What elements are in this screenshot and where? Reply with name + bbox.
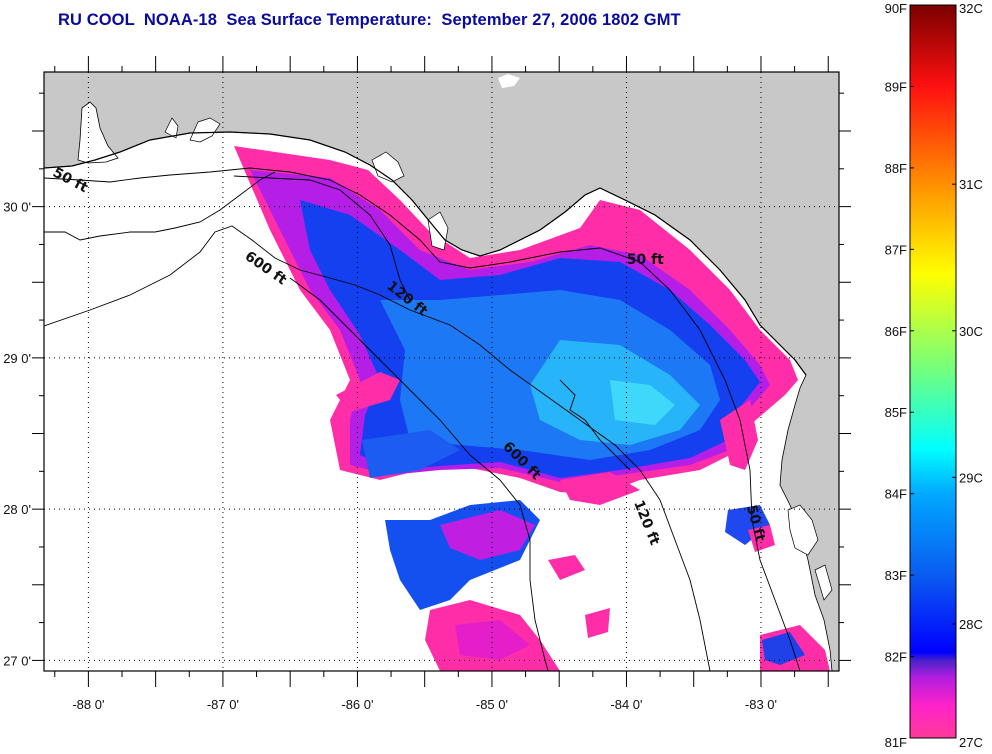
colorbar-label-c: 32C <box>959 1 983 16</box>
colorbar-label-c: 27C <box>959 735 983 750</box>
coastline <box>44 131 807 376</box>
contour-50ft <box>44 167 801 671</box>
y-tick-label: 30 0' <box>3 200 31 215</box>
plot-frame <box>43 71 840 672</box>
contour-label: 50 ft <box>627 252 664 268</box>
charlotte-harbor <box>814 564 833 601</box>
colorbar: 90F 89F 88F 87F 86F 85F 84F 83F 82F 81F 32C 31C 30C 2… <box>885 1 983 750</box>
tampa-bay <box>787 504 819 556</box>
plot-area <box>44 72 839 671</box>
sst-fragment-se-blue <box>762 632 805 665</box>
colorbar-label-f: 86F <box>885 324 907 339</box>
sst-fragment-west <box>336 372 400 412</box>
sst-fragment-south-magenta <box>455 620 530 660</box>
x-tick-label: -86 0' <box>341 697 373 712</box>
chart-title: RU COOL NOAA-18 Sea Surface Temperature:… <box>58 11 681 29</box>
sst-fragment-mid-pink-1 <box>560 472 640 505</box>
contour-600ft <box>289 277 549 671</box>
x-tick-label: -84 0' <box>610 697 642 712</box>
y-tick-label: 27 0' <box>3 653 31 668</box>
contour-50ft-west <box>44 171 276 241</box>
contour-islands <box>559 379 631 471</box>
y-tick-label: 28 0' <box>3 502 31 517</box>
y-tick-label: 29 0' <box>3 351 31 366</box>
colorbar-label-f: 87F <box>885 242 907 257</box>
x-tick-label: -88 0' <box>72 697 104 712</box>
contour-120ft <box>44 225 711 671</box>
sst-fragment-mid-pink-2 <box>548 555 585 580</box>
sst-fragment-mid-pink-3 <box>585 608 610 638</box>
colorbar-label-c: 28C <box>959 617 983 632</box>
colorbar-label-f: 82F <box>885 650 907 665</box>
depth-contours <box>44 167 801 671</box>
contour-120ft-shelf <box>233 175 411 301</box>
sst-region-cyan-spot <box>610 380 675 425</box>
colorbar-label-f: 84F <box>885 487 907 502</box>
x-tick-label: -87 0' <box>207 697 239 712</box>
axes: -88 0' -87 0' -86 0' -85 0' -84 0' -83 0' 30 0… <box>3 56 851 712</box>
x-tick-label: -83 0' <box>745 697 777 712</box>
sst-fragment-east-pink <box>720 400 758 470</box>
sst-fragment-west-blue <box>362 430 460 478</box>
pensacola-bay <box>189 117 221 143</box>
colorbar-label-f: 88F <box>885 161 907 176</box>
colorbar-label-f: 85F <box>885 405 907 420</box>
colorbar-label-f: 83F <box>885 568 907 583</box>
colorbar-label-c: 31C <box>959 177 983 192</box>
colorbar-label-f: 90F <box>885 1 907 16</box>
lake-okeechobee-region <box>498 74 520 88</box>
colorbar-label-f: 81F <box>885 735 907 750</box>
sst-fragment-sw-purple <box>440 510 535 560</box>
sst-swath <box>234 146 830 671</box>
colorbar-gradient <box>909 4 957 739</box>
x-tick-label: -85 0' <box>476 697 508 712</box>
st-andrews-bay <box>371 151 405 183</box>
colorbar-label-c: 30C <box>959 324 983 339</box>
sst-fragment-keys-blue <box>725 505 770 545</box>
colorbar-label-f: 89F <box>885 79 907 94</box>
colorbar-label-c: 29C <box>959 470 983 485</box>
